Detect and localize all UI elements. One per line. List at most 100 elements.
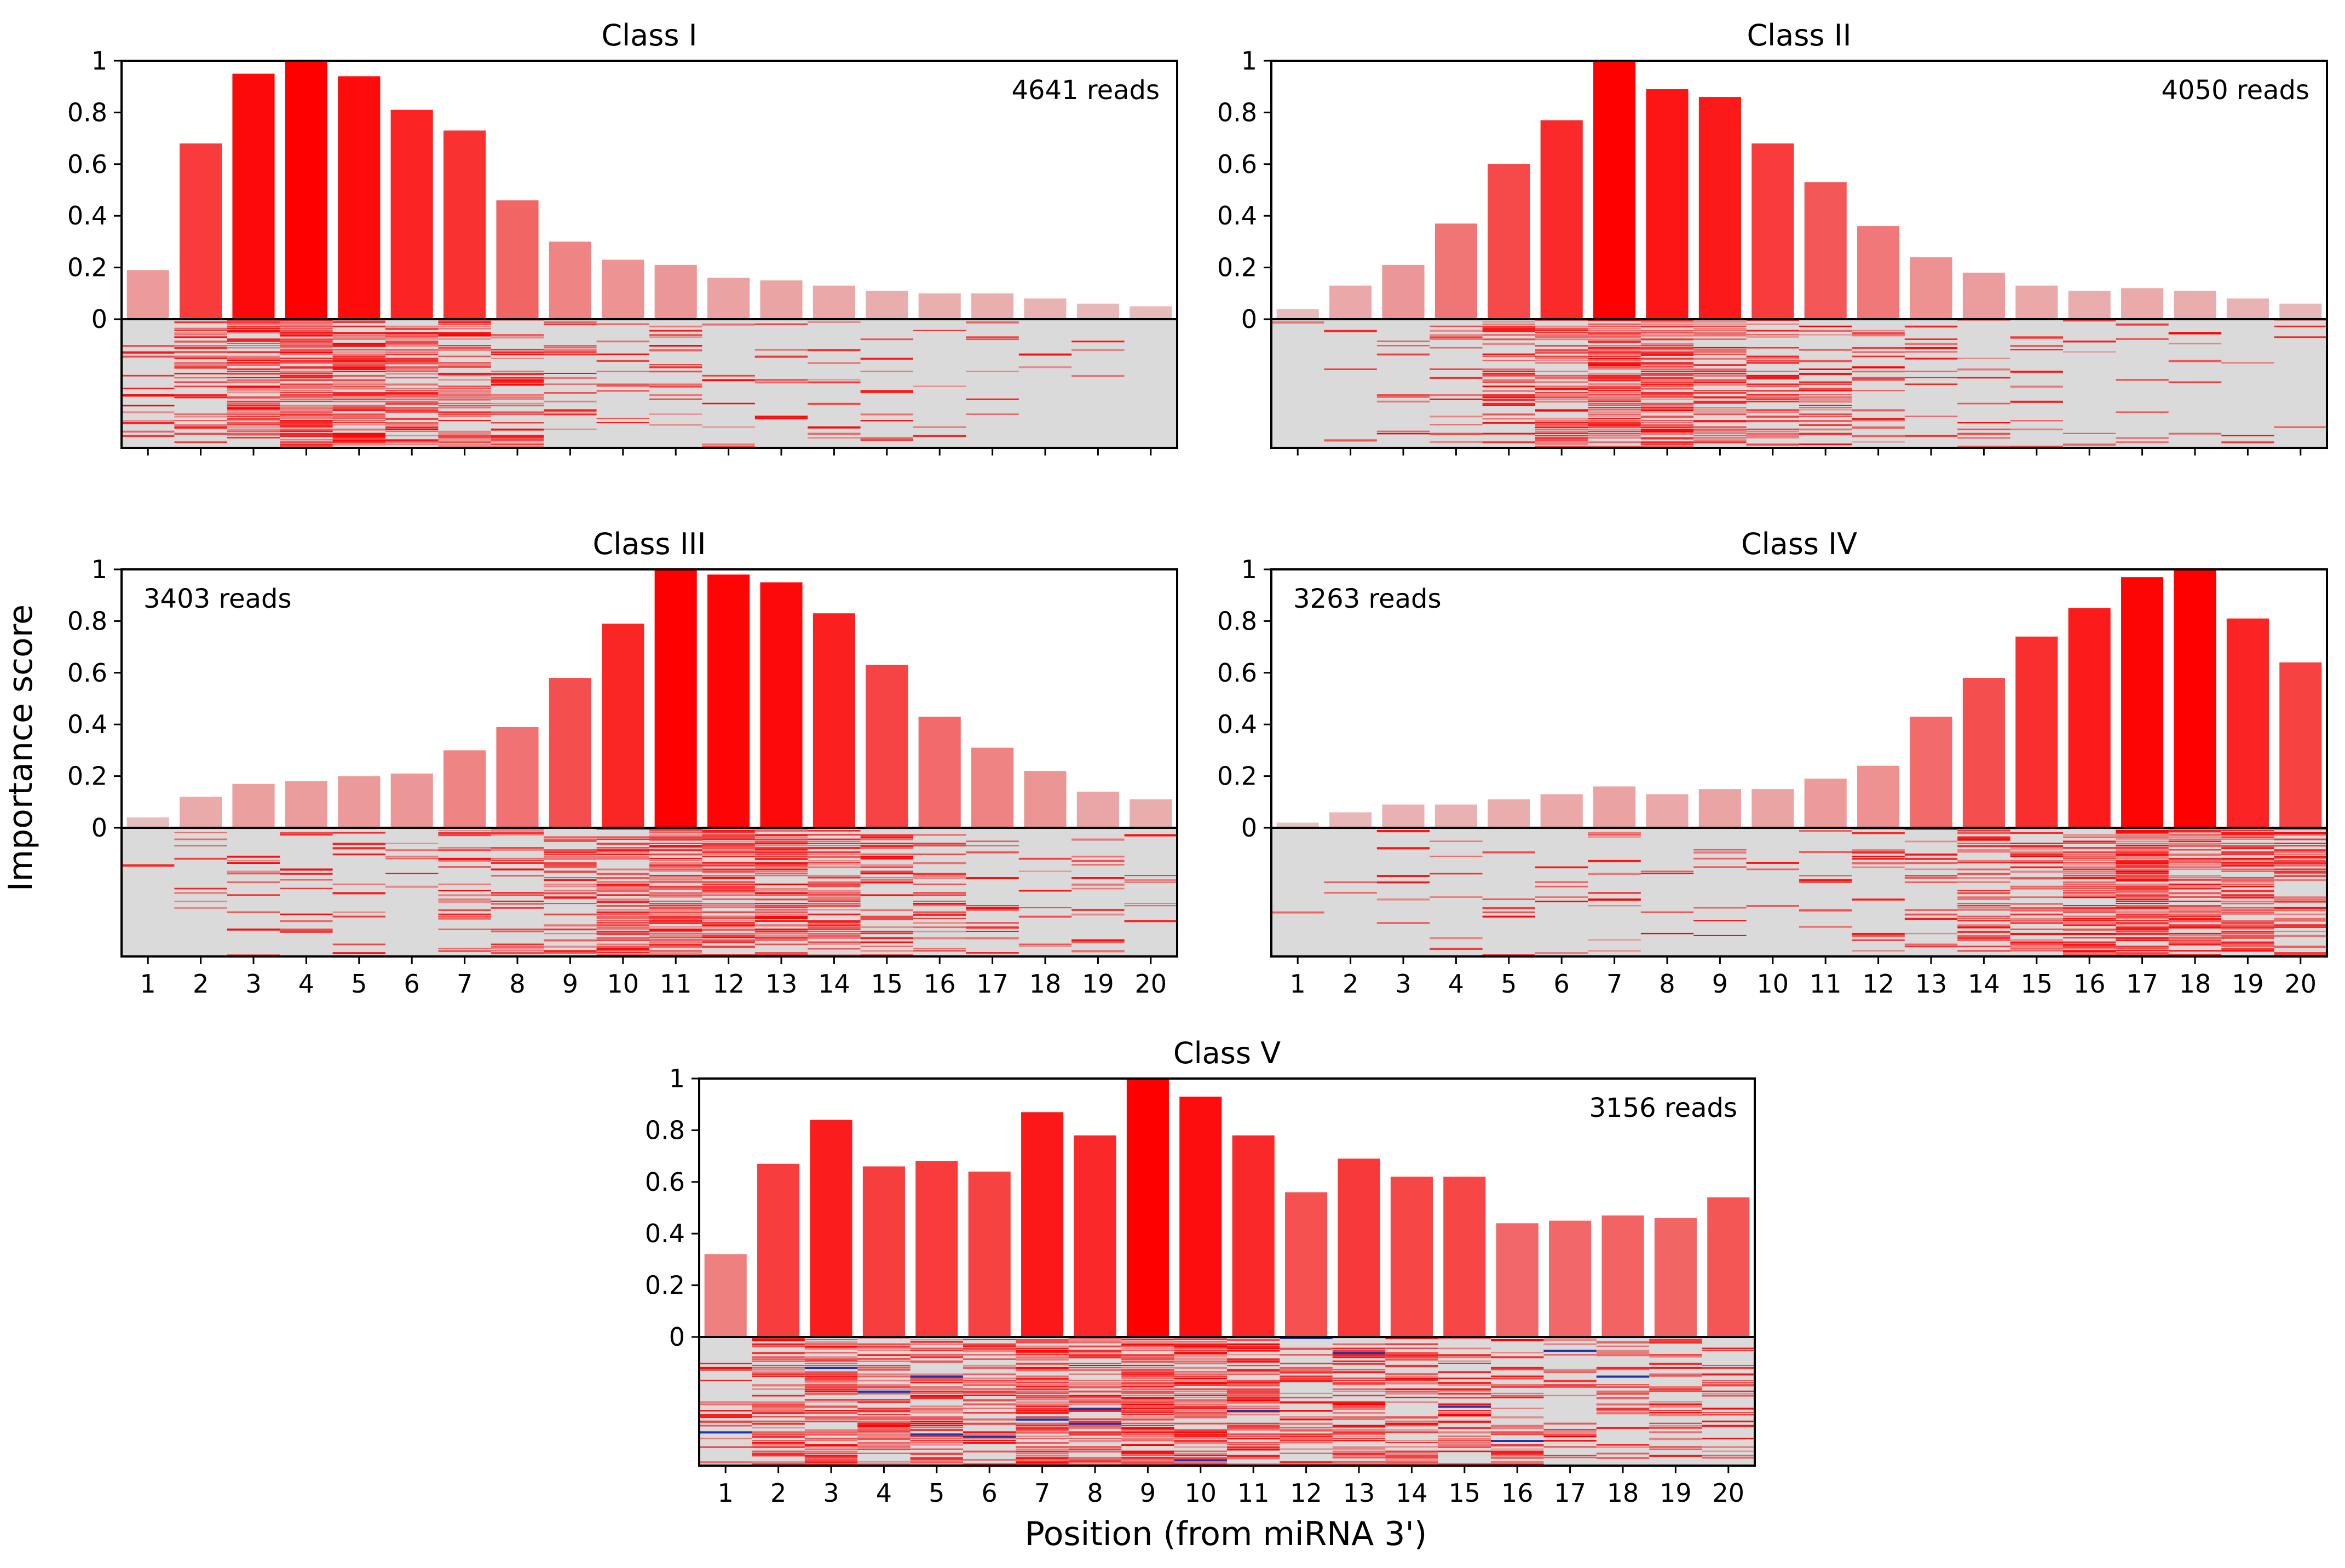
y-tick-label: 0.2 xyxy=(67,762,107,791)
heatmap-stripe xyxy=(544,323,597,325)
heatmap-stripe xyxy=(1957,860,2010,863)
heatmap-stripe xyxy=(491,379,544,382)
heatmap-stripe xyxy=(1640,437,1694,440)
heatmap-stripe xyxy=(752,1463,805,1466)
heatmap-stripe xyxy=(702,402,755,405)
heatmap-stripe xyxy=(1904,918,1958,920)
heatmap-stripe xyxy=(596,901,649,903)
heatmap-stripe xyxy=(544,321,597,324)
heatmap-stripe xyxy=(1693,441,1747,443)
heatmap-stripe xyxy=(1596,1446,1650,1448)
bar-17 xyxy=(2121,288,2164,319)
heatmap-stripe xyxy=(122,422,175,424)
heatmap-stripe xyxy=(332,371,385,372)
heatmap-stripe xyxy=(1852,950,1905,952)
y-tick-label: 0.6 xyxy=(645,1167,685,1197)
bar-2 xyxy=(757,1163,800,1337)
heatmap-stripe xyxy=(857,1414,911,1416)
heatmap-stripe xyxy=(1124,920,1177,923)
heatmap-stripe xyxy=(963,1364,1016,1367)
y-tick-label: 0.6 xyxy=(1217,149,1257,179)
heatmap-stripe xyxy=(1649,1414,1702,1416)
heatmap-stripe xyxy=(1491,1444,1544,1446)
heatmap-stripe xyxy=(2116,883,2169,886)
heatmap-stripe xyxy=(1016,1367,1069,1369)
heatmap-stripe xyxy=(857,1463,911,1465)
heatmap-stripe xyxy=(1068,1425,1122,1427)
heatmap-stripe xyxy=(649,937,702,938)
heatmap-stripe xyxy=(1174,1405,1227,1408)
heatmap-stripe xyxy=(910,1410,963,1412)
heatmap-stripe xyxy=(857,1361,911,1362)
heatmap-stripe xyxy=(1799,829,1852,832)
heatmap-stripe xyxy=(963,1422,1016,1425)
heatmap-stripe xyxy=(1438,1444,1491,1446)
heatmap-stripe xyxy=(2168,854,2222,856)
heatmap-stripe xyxy=(649,877,702,879)
heatmap-stripe xyxy=(857,1448,911,1450)
heatmap-stripe xyxy=(649,903,702,905)
heatmap-stripe xyxy=(1649,1341,1702,1344)
heatmap-stripe xyxy=(808,898,861,901)
heatmap-stripe xyxy=(1174,1345,1227,1348)
heatmap-stripe xyxy=(1588,364,1641,367)
y-tick-label: 0.4 xyxy=(645,1219,685,1248)
heatmap-stripe xyxy=(702,868,755,871)
x-tick-label: 6 xyxy=(982,1478,998,1508)
heatmap-stripe xyxy=(227,390,280,392)
x-tick-label: 7 xyxy=(1034,1478,1050,1508)
heatmap-stripe xyxy=(2221,879,2274,882)
heatmap-stripe xyxy=(1438,1450,1491,1452)
heatmap-stripe xyxy=(1957,937,2010,939)
heatmap-stripe xyxy=(2274,855,2327,858)
heatmap-stripe xyxy=(963,1390,1016,1393)
heatmap-stripe xyxy=(1799,424,1852,426)
heatmap-stripe xyxy=(1640,358,1694,360)
heatmap-stripe xyxy=(227,873,280,875)
heatmap-stripe xyxy=(1693,334,1747,337)
heatmap-stripe xyxy=(1174,1433,1227,1436)
heatmap-stripe xyxy=(913,834,966,836)
heatmap-stripe xyxy=(2010,885,2063,888)
heatmap-stripe xyxy=(438,402,491,404)
heatmap-stripe xyxy=(1649,1425,1702,1427)
heatmap-stripe xyxy=(1376,847,1430,850)
heatmap-stripe xyxy=(1482,418,1535,420)
heatmap-stripe xyxy=(1430,377,1483,379)
heatmap-stripe xyxy=(1227,1384,1280,1387)
heatmap-stripe xyxy=(2116,887,2169,890)
heatmap-stripe xyxy=(2063,941,2116,943)
heatmap-stripe xyxy=(808,321,861,323)
heatmap-stripe xyxy=(1280,1448,1333,1450)
heatmap-stripe xyxy=(1430,398,1483,400)
heatmap-stripe xyxy=(1016,1345,1069,1347)
heatmap-stripe xyxy=(438,829,491,831)
heatmap-stripe xyxy=(438,334,491,337)
heatmap-stripe xyxy=(860,413,913,416)
heatmap-stripe xyxy=(857,1420,911,1423)
heatmap-stripe xyxy=(1588,950,1641,952)
heatmap-stripe xyxy=(702,426,755,428)
heatmap-stripe xyxy=(2063,854,2116,856)
heatmap-stripe xyxy=(1174,1390,1227,1392)
heatmap-stripe xyxy=(2168,905,2222,907)
heatmap-stripe xyxy=(2168,885,2222,888)
heatmap-stripe xyxy=(1227,1354,1280,1356)
heatmap-stripe xyxy=(1016,1436,1069,1437)
heatmap-stripe xyxy=(544,840,597,842)
heatmap-stripe xyxy=(860,915,913,918)
heatmap-stripe xyxy=(2168,954,2222,956)
heatmap-stripe xyxy=(754,851,808,854)
heatmap-stripe xyxy=(1018,366,1072,368)
heatmap-stripe xyxy=(808,862,861,864)
bar-4 xyxy=(1434,804,1477,828)
heatmap-stripe xyxy=(1385,1364,1438,1368)
heatmap-stripe xyxy=(2274,913,2327,915)
heatmap-stripe xyxy=(699,1369,752,1371)
heatmap-stripe xyxy=(2116,829,2169,833)
heatmap-stripe xyxy=(860,834,913,837)
heatmap-stripe xyxy=(1640,343,1694,345)
heatmap-stripe xyxy=(1430,334,1483,336)
heatmap-stripe xyxy=(804,1339,858,1340)
heatmap-stripe xyxy=(544,879,597,881)
